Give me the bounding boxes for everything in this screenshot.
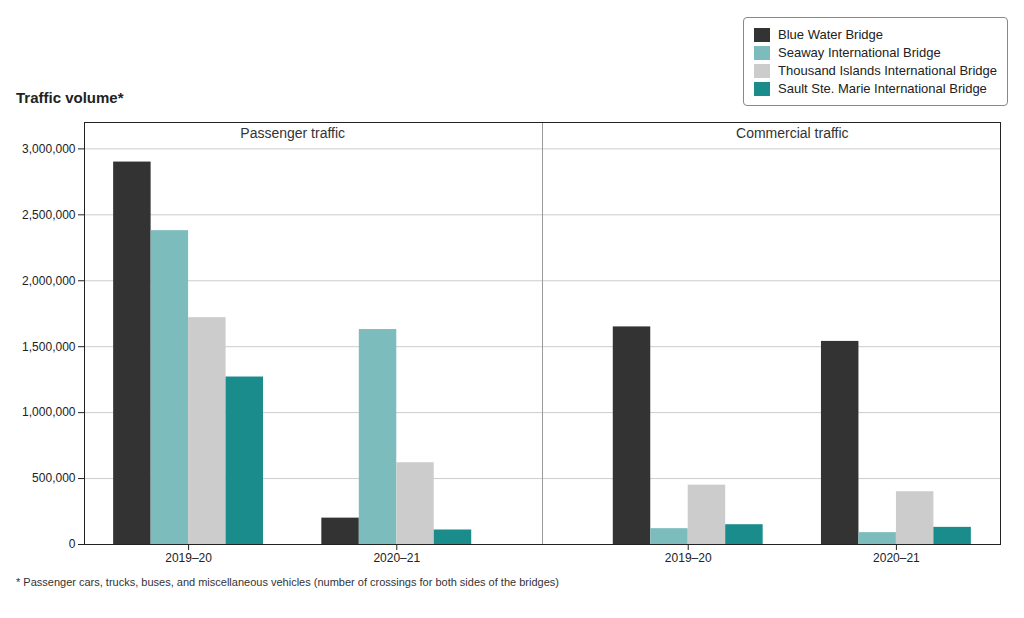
- svg-text:Passenger traffic: Passenger traffic: [240, 125, 345, 141]
- svg-text:2,000,000: 2,000,000: [22, 274, 76, 288]
- svg-text:2020–21: 2020–21: [873, 551, 920, 565]
- svg-text:2020–21: 2020–21: [373, 551, 420, 565]
- html-text:* Passenger cars, trucks, buse: * Passenger cars, trucks, buses, and mis…: [16, 576, 559, 588]
- html-text:Thousand Islands International: Thousand Islands International Bridge: [778, 63, 997, 78]
- svg-text:1,000,000: 1,000,000: [22, 405, 76, 419]
- svg-text:3,000,000: 3,000,000: [22, 142, 76, 156]
- html-text:Seaway International Bridge: Seaway International Bridge: [778, 45, 941, 60]
- svg-text:0: 0: [69, 537, 76, 551]
- svg-text:2019–20: 2019–20: [165, 551, 212, 565]
- svg-text:2019–20: 2019–20: [665, 551, 712, 565]
- html-text:Traffic volume*: Traffic volume*: [16, 89, 124, 106]
- svg-text:500,000: 500,000: [32, 471, 76, 485]
- svg-text:2,500,000: 2,500,000: [22, 208, 76, 222]
- html-text:Sault Ste. Marie International: Sault Ste. Marie International Bridge: [778, 81, 987, 96]
- html-text:Blue Water Bridge: Blue Water Bridge: [778, 27, 883, 42]
- svg-text:1,500,000: 1,500,000: [22, 340, 76, 354]
- svg-text:Commercial traffic: Commercial traffic: [736, 125, 849, 141]
